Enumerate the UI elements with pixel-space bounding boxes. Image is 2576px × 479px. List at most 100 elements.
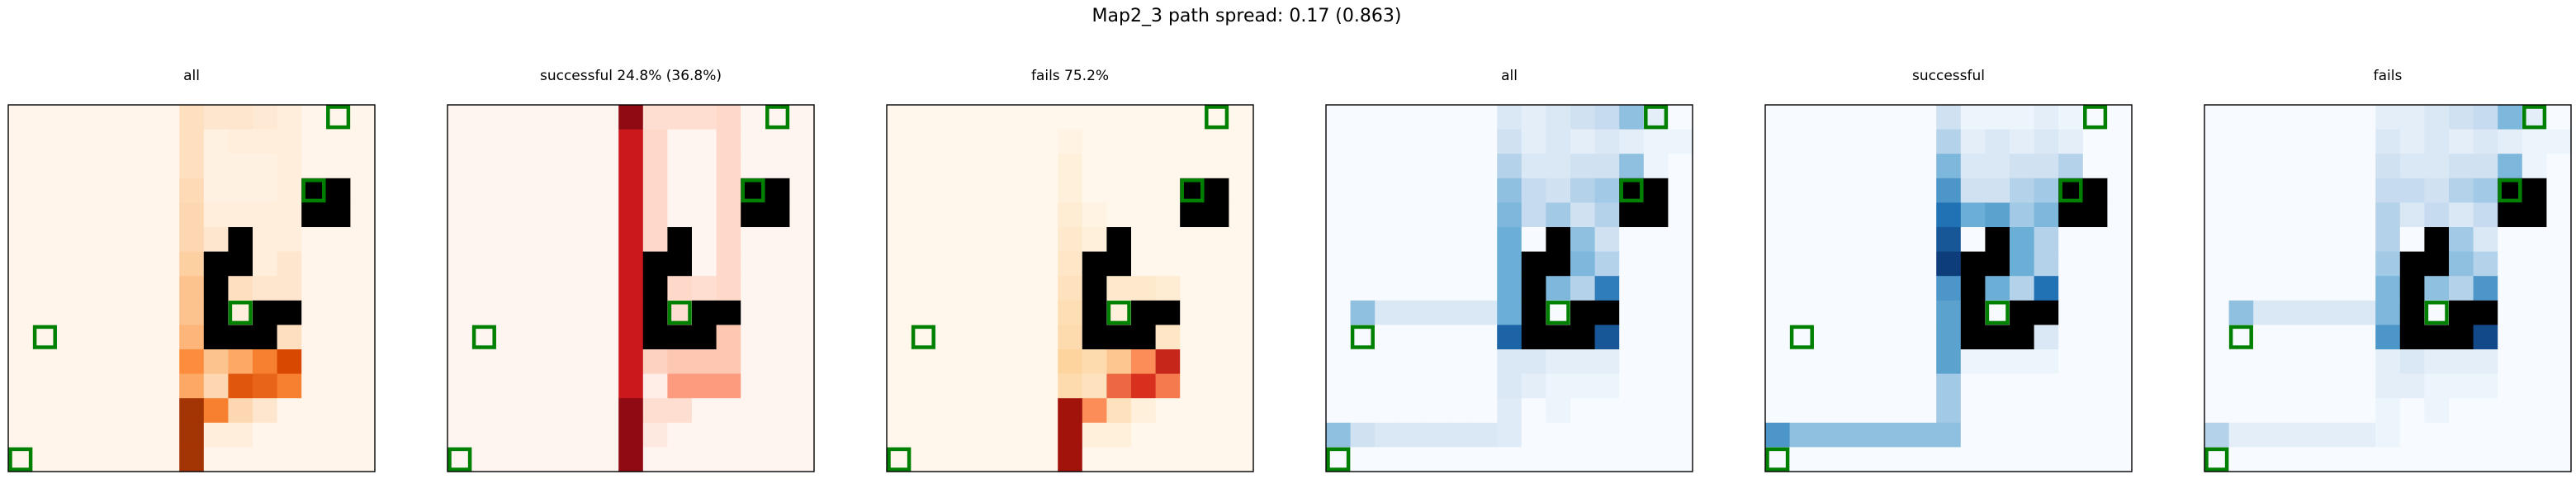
heatmap-cell [1082,373,1107,399]
heatmap-cell [2277,178,2303,203]
heatmap-cell [1936,447,1962,472]
heatmap-cell [2327,276,2352,301]
wall-cell [741,202,766,228]
heatmap-cell [1643,227,1669,253]
heatmap-cell [2449,349,2474,375]
heatmap-cell [1814,227,1840,253]
heatmap-cell [301,325,327,350]
heatmap-cell [1911,178,1937,203]
heatmap-cell [594,251,619,277]
heatmap-cell [1229,422,1254,448]
heatmap-cell [1960,227,1986,253]
heatmap-cell [350,447,376,472]
heatmap-cell [1326,349,1352,375]
heatmap-cell [447,398,473,424]
heatmap-cell [911,227,936,253]
heatmap-cell [2253,227,2279,253]
heatmap-cell [2375,398,2401,424]
heatmap-cell [1106,349,1132,375]
heatmap-cell [2351,349,2376,375]
heatmap-cell [1570,447,1596,472]
heatmap-cell [2498,447,2523,472]
heatmap-cell [1423,251,1449,277]
heatmap-cell [570,325,595,350]
heatmap-cell [2473,276,2498,301]
heatmap-cell [203,398,229,424]
heatmap-cell [1058,300,1083,325]
heatmap-cell [1350,202,1376,228]
heatmap-cell [1350,154,1376,179]
heatmap-cell [350,276,376,301]
heatmap-cell [81,300,107,325]
heatmap-cell [2546,129,2572,154]
heatmap-cell [179,373,205,399]
heatmap-cell [1521,227,1546,253]
heatmap-cell [130,251,156,277]
heatmap-cell [1985,129,2010,154]
heatmap-cell [1887,178,1913,203]
heatmap-cell [2228,447,2254,472]
heatmap-cell [2034,349,2059,375]
heatmap-cell [618,105,644,130]
heatmap-cell [984,349,1010,375]
wall-cell [2424,227,2450,253]
heatmap-cell [765,398,790,424]
wall-cell [2399,251,2425,277]
heatmap-cell [2058,398,2084,424]
heatmap-cell [1472,447,1498,472]
heatmap-cell [496,227,522,253]
heatmap-cell [716,251,741,277]
heatmap-cell [1033,373,1058,399]
heatmap-cell [1229,154,1254,179]
heatmap-cell [1009,105,1035,130]
heatmap-cell [1936,373,1962,399]
heatmap-cell [496,325,522,350]
heatmap-cell [1131,129,1157,154]
heatmap-cell [2302,398,2327,424]
heatmap-cell [1326,398,1352,424]
wall-cell [2522,202,2547,228]
heatmap-cell [1936,300,1962,325]
heatmap-cell [471,105,497,130]
heatmap-cell [984,422,1010,448]
heatmap-cell [57,447,83,472]
heatmap-cell [1399,325,1424,350]
heatmap-cell [32,105,58,130]
heatmap-cell [2253,349,2279,375]
heatmap-cell [2449,422,2474,448]
heatmap-cell [2228,276,2254,301]
heatmap-cell [1131,398,1157,424]
heatmap-cell [203,422,229,448]
heatmap-cell [447,129,473,154]
wall-cell [1155,300,1181,325]
heatmap-cell [2107,349,2133,375]
heatmap-cell [179,422,205,448]
heatmap-cell [1789,227,1815,253]
heatmap-cell [1814,398,1840,424]
heatmap-cell [1375,276,1400,301]
heatmap-cell [1375,105,1400,130]
heatmap-cell [1985,349,2010,375]
heatmap-cell [1448,325,1474,350]
heatmap-cell [642,227,668,253]
heatmap-cell [2302,178,2327,203]
heatmap-cell [81,447,107,472]
heatmap-cell [765,447,790,472]
heatmap-cell [1594,227,1620,253]
heatmap-cell [1009,129,1035,154]
heatmap-cell [32,398,58,424]
heatmap-cell [325,129,351,154]
wall-cell [2058,202,2084,228]
heatmap-cell [2277,447,2303,472]
heatmap-cell [594,325,619,350]
heatmap-cell [520,154,546,179]
heatmap-cell [1521,373,1546,399]
heatmap-cell [2277,276,2303,301]
heatmap-cell [154,398,180,424]
heatmap-panels: all successful 24.8% (36.8%) fails 75.2% al… [7,68,2572,472]
heatmap-cell [1229,373,1254,399]
heatmap-cell [253,422,278,448]
heatmap-cell [350,202,376,228]
heatmap-cell [1814,276,1840,301]
heatmap-cell [1911,154,1937,179]
